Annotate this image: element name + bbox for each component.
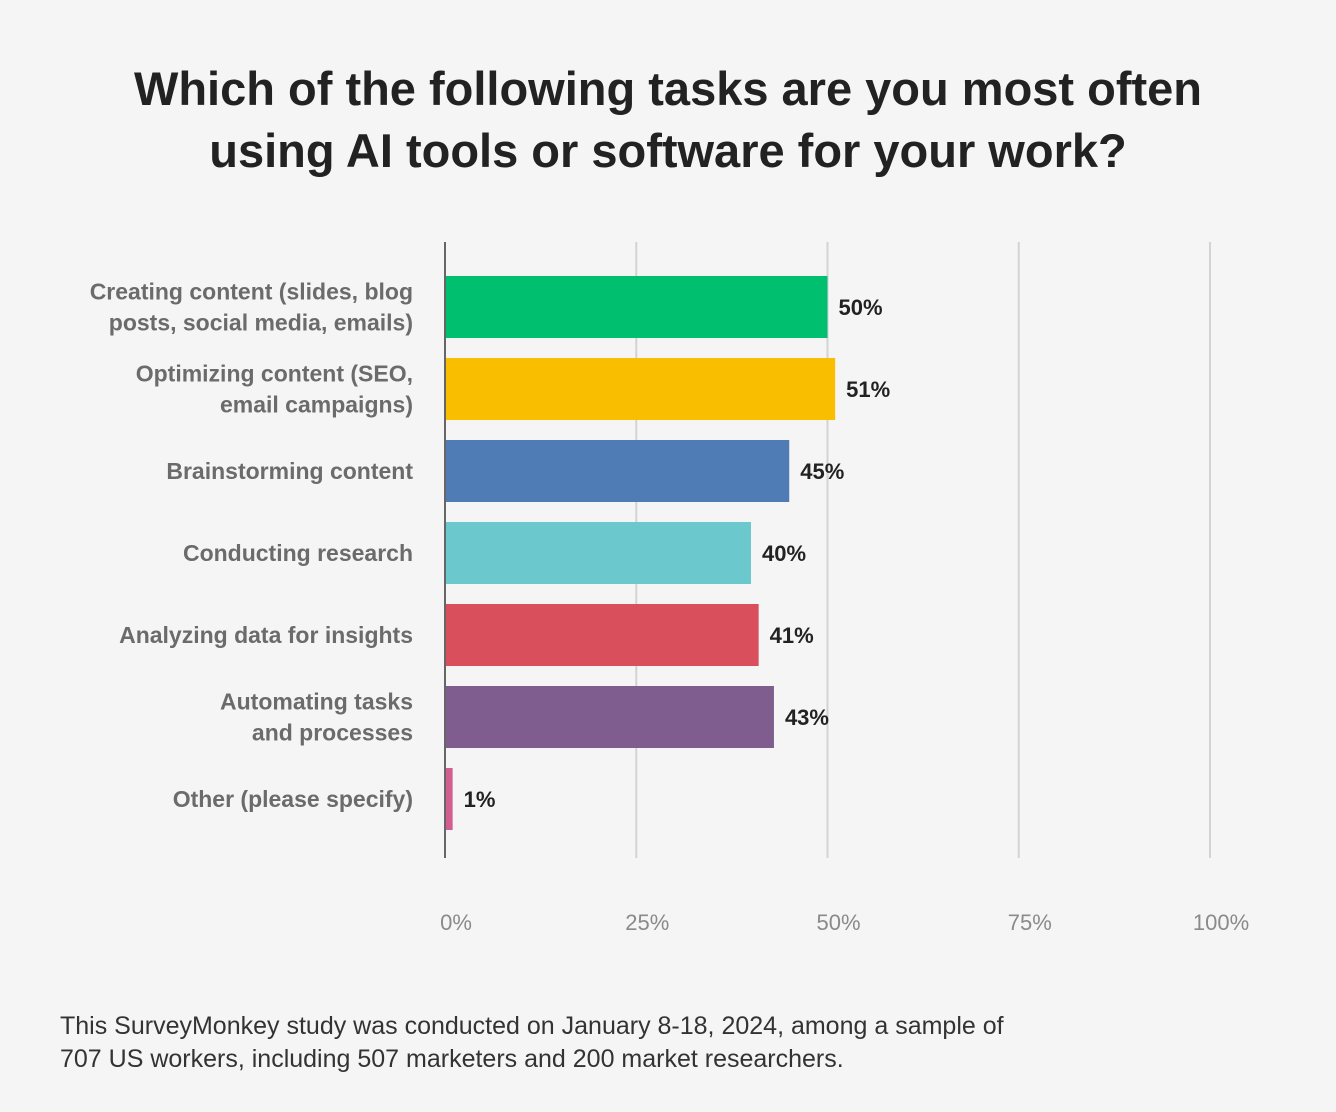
category-label-3-line-1: Brainstorming content <box>166 458 413 484</box>
value-label-7: 1% <box>464 787 496 812</box>
category-label-1-line-1: Creating content (slides, blog <box>90 279 413 305</box>
bar-4 <box>446 522 751 584</box>
x-tick-label-50: 50% <box>816 910 860 935</box>
x-tick-label-75: 75% <box>1008 910 1052 935</box>
footnote-line-1: This SurveyMonkey study was conducted on… <box>60 1012 1004 1040</box>
footnote: This SurveyMonkey study was conducted on… <box>60 1010 1160 1076</box>
category-label-6-line-2: and processes <box>252 720 413 746</box>
value-label-6: 43% <box>785 705 829 730</box>
category-label-2-line-1: Optimizing content (SEO, <box>136 361 413 387</box>
category-label-7-line-1: Other (please specify) <box>173 786 413 812</box>
bar-7 <box>446 768 453 830</box>
category-label-6-line-1: Automating tasks <box>220 689 413 715</box>
x-tick-label-25: 25% <box>625 910 669 935</box>
category-label-4-line-1: Conducting research <box>183 540 413 566</box>
category-label-1-line-2: posts, social media, emails) <box>109 310 413 336</box>
bar-3 <box>446 440 790 502</box>
bar-1 <box>446 276 828 338</box>
value-label-5: 41% <box>770 623 814 648</box>
bar-5 <box>446 604 759 666</box>
bar-chart: 50% Creating content (slides, blog posts, … <box>90 242 1249 935</box>
chart-title-line-2: using AI tools or software for your work… <box>209 124 1127 177</box>
value-label-1: 50% <box>839 295 883 320</box>
x-tick-label-0: 0% <box>440 910 472 935</box>
value-label-4: 40% <box>762 541 806 566</box>
category-label-5-line-1: Analyzing data for insights <box>119 622 413 648</box>
chart-title-line-1: Which of the following tasks are you mos… <box>133 62 1202 115</box>
chart-title: Which of the following tasks are you mos… <box>0 58 1336 182</box>
bar-6 <box>446 686 774 748</box>
value-label-3: 45% <box>800 459 844 484</box>
x-tick-label-100: 100% <box>1193 910 1249 935</box>
footnote-line-2: 707 US workers, including 507 marketers … <box>60 1045 844 1073</box>
value-label-2: 51% <box>846 377 890 402</box>
category-label-2-line-2: email campaigns) <box>220 392 413 418</box>
bar-2 <box>446 358 836 420</box>
